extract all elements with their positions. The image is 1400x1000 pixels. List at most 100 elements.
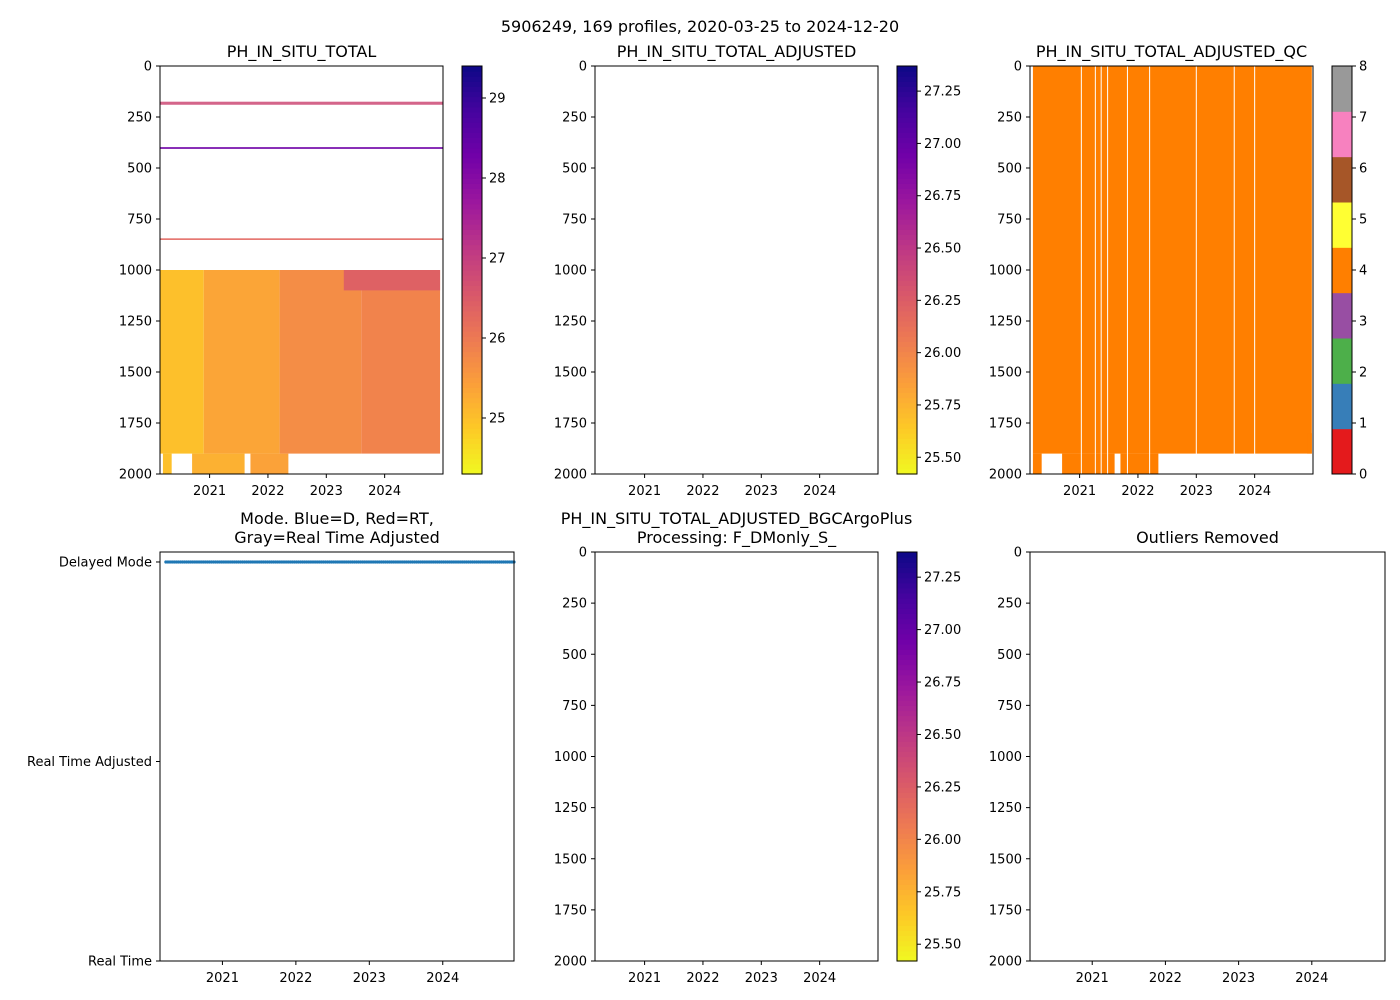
colorbar-p1: 25 26 27 28 29 (461, 65, 506, 475)
plot-area (595, 66, 878, 474)
data-band (1032, 453, 1042, 474)
colorbar-tick-label: 27.25 (924, 85, 961, 100)
colorbar-segment (897, 879, 917, 885)
colorbar-frame (896, 551, 918, 962)
colorbar-segment (462, 101, 482, 108)
colorbar-segment (897, 914, 917, 921)
colorbar-segment (897, 122, 917, 128)
colorbar-segment (897, 920, 917, 926)
x-tick-label: 2024 (368, 484, 401, 499)
colorbar-segment (897, 341, 917, 348)
axes-title-p5: Processing: F_DMonly_S_ (637, 528, 837, 548)
y-tick-label: 1000 (989, 750, 1022, 765)
colorbar-segment (897, 203, 917, 210)
x-tick-label: 2023 (353, 971, 386, 986)
colorbar-segment (462, 132, 482, 138)
colorbar-segment (462, 382, 482, 388)
y-tick-label: 0 (579, 546, 587, 561)
colorbar-segment (462, 76, 482, 82)
colorbar-tick-label: 2 (1359, 366, 1367, 381)
colorbar-segment (1332, 156, 1352, 203)
colorbar-segment (1332, 247, 1352, 294)
colorbar-tick-label: 28 (489, 172, 506, 187)
colorbar-segment (462, 66, 482, 72)
colorbar-segment (897, 638, 917, 645)
colorbar-tick-label: 25.50 (924, 451, 961, 466)
y-tick-label: 500 (562, 648, 587, 663)
colorbar-segment (897, 853, 917, 860)
colorbar-segment (897, 111, 917, 118)
colorbar-segment (462, 188, 482, 195)
colorbar-segment (897, 117, 917, 123)
y-category-label: Real Time (88, 955, 152, 970)
colorbar-segment (897, 101, 917, 108)
axes-title-p1: PH_IN_SITU_TOTAL (227, 42, 377, 62)
colorbar-segment (897, 315, 917, 322)
colorbar-segment (897, 577, 917, 584)
colorbar-segment (897, 382, 917, 388)
colorbar-segment (1332, 111, 1352, 158)
panel-p1: PH_IN_SITU_TOTAL 0 250 500 750 1000 1250 1500 17… (119, 42, 506, 499)
colorbar-tick-label: 26.25 (924, 780, 961, 795)
data-band (1120, 453, 1159, 474)
data-band (250, 453, 289, 474)
colorbar-segment (462, 168, 482, 174)
colorbar-segment (897, 700, 917, 706)
colorbar-segment (462, 356, 482, 363)
colorbar-segment (462, 448, 482, 455)
colorbar-segment (897, 843, 917, 850)
colorbar-segment (462, 377, 482, 383)
colorbar-tick-label: 26.00 (924, 833, 961, 848)
colorbar-segment (897, 664, 917, 671)
colorbar-segment (897, 603, 917, 609)
y-tick-label: 500 (997, 648, 1022, 663)
panel-p6: Outliers Removed 0 250 500 750 1000 1250 1500 17… (989, 528, 1386, 986)
colorbar-segment (462, 423, 482, 429)
colorbar-segment (897, 812, 917, 819)
data-band (192, 453, 245, 474)
colorbar-segment (897, 695, 917, 701)
colorbar-segment (897, 448, 917, 455)
colorbar-segment (897, 782, 917, 788)
y-tick-label: 500 (127, 162, 152, 177)
colorbar-segment (897, 412, 917, 419)
colorbar-segment (462, 295, 482, 302)
colorbar-segment (897, 433, 917, 439)
x-tick-label: 2024 (1238, 484, 1271, 499)
axes-title-p2: PH_IN_SITU_TOTAL_ADJUSTED (617, 42, 857, 62)
colorbar-segment (897, 66, 917, 72)
colorbar-segment (897, 715, 917, 722)
colorbar-segment (462, 81, 482, 87)
colorbar-segment (897, 468, 917, 475)
colorbar-segment (462, 264, 482, 271)
colorbar-tick-label: 29 (489, 92, 506, 107)
colorbar-segment (462, 372, 482, 378)
colorbar-segment (897, 925, 917, 931)
colorbar-segment (897, 945, 917, 952)
colorbar-segment (897, 710, 917, 717)
axes-title-p6: Outliers Removed (1136, 528, 1279, 547)
colorbar-segment (897, 654, 917, 660)
data-band (1062, 453, 1115, 474)
colorbar-segment (897, 229, 917, 235)
colorbar-segment (897, 874, 917, 880)
colorbar-segment (897, 649, 917, 655)
colorbar-segment (462, 239, 482, 246)
colorbar-segment (462, 366, 482, 373)
y-tick-label: 750 (562, 699, 587, 714)
x-tick-label: 2023 (1180, 484, 1213, 499)
x-tick-label: 2024 (1295, 971, 1328, 986)
colorbar-segment (462, 208, 482, 215)
y-tick-label: 1500 (119, 366, 152, 381)
colorbar-segment (897, 797, 917, 804)
colorbar-segment (462, 280, 482, 286)
colorbar-segment (897, 219, 917, 225)
x-tick-label: 2024 (426, 971, 459, 986)
colorbar-tick-label: 25.50 (924, 938, 961, 953)
colorbar-segment (897, 239, 917, 246)
y-tick-label: 1500 (989, 366, 1022, 381)
colorbar-tick-label: 27.25 (924, 571, 961, 586)
colorbar-segment (897, 213, 917, 220)
y-tick-label: 750 (127, 213, 152, 228)
colorbar-segment (897, 562, 917, 568)
